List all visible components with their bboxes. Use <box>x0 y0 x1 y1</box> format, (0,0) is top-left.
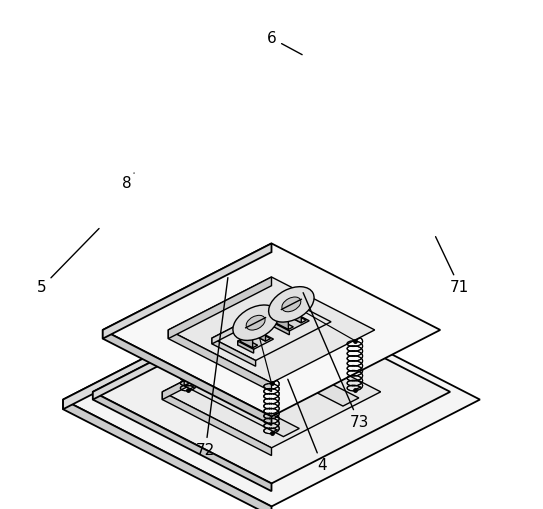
Polygon shape <box>103 330 272 425</box>
Polygon shape <box>241 326 245 342</box>
Polygon shape <box>274 313 293 327</box>
Text: 8: 8 <box>122 173 134 191</box>
Polygon shape <box>244 347 359 406</box>
Polygon shape <box>212 338 256 366</box>
Polygon shape <box>238 331 274 349</box>
Polygon shape <box>184 374 200 386</box>
Polygon shape <box>289 303 301 323</box>
Ellipse shape <box>282 297 301 312</box>
Polygon shape <box>244 343 260 355</box>
Text: 73: 73 <box>303 293 369 430</box>
Polygon shape <box>136 400 272 478</box>
Text: 4: 4 <box>288 379 327 473</box>
Polygon shape <box>63 293 480 506</box>
Polygon shape <box>276 321 293 329</box>
Polygon shape <box>93 300 450 484</box>
Polygon shape <box>103 243 272 338</box>
Polygon shape <box>276 310 288 329</box>
Polygon shape <box>241 328 252 348</box>
Polygon shape <box>216 419 272 457</box>
Polygon shape <box>289 301 294 317</box>
Text: 72: 72 <box>195 277 228 458</box>
Polygon shape <box>274 323 289 335</box>
Text: 71: 71 <box>435 237 470 295</box>
Polygon shape <box>212 299 287 344</box>
Ellipse shape <box>233 305 279 341</box>
Polygon shape <box>216 419 327 476</box>
Text: 6: 6 <box>267 31 302 54</box>
Polygon shape <box>103 243 440 416</box>
Polygon shape <box>274 313 309 331</box>
Polygon shape <box>162 336 381 448</box>
Polygon shape <box>212 299 331 360</box>
Polygon shape <box>136 330 407 469</box>
Polygon shape <box>241 339 257 348</box>
Polygon shape <box>238 341 254 353</box>
Polygon shape <box>216 448 272 485</box>
Polygon shape <box>168 277 375 383</box>
Polygon shape <box>254 322 266 341</box>
Ellipse shape <box>269 287 314 322</box>
Polygon shape <box>168 277 272 338</box>
Polygon shape <box>162 336 272 400</box>
Polygon shape <box>63 293 272 409</box>
Polygon shape <box>254 319 258 335</box>
Polygon shape <box>93 300 272 400</box>
Polygon shape <box>136 330 272 409</box>
Polygon shape <box>184 378 299 437</box>
Polygon shape <box>289 314 306 323</box>
Ellipse shape <box>246 316 265 330</box>
Polygon shape <box>168 330 272 391</box>
Polygon shape <box>276 307 281 323</box>
Polygon shape <box>254 332 270 341</box>
Polygon shape <box>238 331 257 345</box>
Polygon shape <box>93 392 272 491</box>
Text: 5: 5 <box>36 229 99 295</box>
Polygon shape <box>63 400 272 509</box>
Polygon shape <box>162 392 272 456</box>
